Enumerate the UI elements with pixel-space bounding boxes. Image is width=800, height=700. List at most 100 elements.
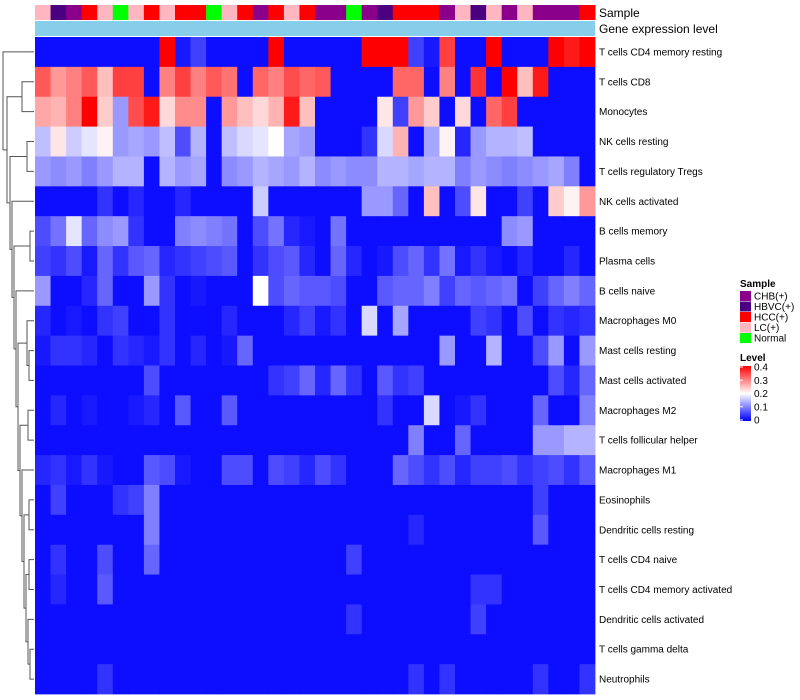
heatmap-cell bbox=[423, 305, 440, 337]
heatmap-cell bbox=[299, 186, 316, 217]
heatmap-cell bbox=[97, 246, 114, 277]
legend-level-title: Level bbox=[740, 353, 766, 364]
heatmap-cell bbox=[408, 37, 425, 68]
heatmap-cell bbox=[392, 246, 409, 277]
heatmap-cell bbox=[408, 186, 425, 217]
heatmap-cell bbox=[579, 365, 596, 396]
heatmap-cell bbox=[283, 186, 300, 217]
row-label: T cells follicular helper bbox=[599, 436, 698, 447]
heatmap-cell bbox=[81, 156, 98, 187]
heatmap-cell bbox=[237, 156, 254, 187]
heatmap-cell bbox=[143, 96, 160, 127]
heatmap-cell bbox=[81, 66, 98, 98]
heatmap-cell bbox=[455, 544, 471, 575]
heatmap-cell bbox=[35, 544, 51, 575]
heatmap-cell bbox=[237, 275, 254, 307]
heatmap-cell bbox=[35, 425, 51, 456]
heatmap-cell bbox=[221, 66, 238, 98]
heatmap-cell bbox=[50, 246, 67, 277]
heatmap-cell bbox=[252, 305, 269, 337]
heatmap-cell bbox=[532, 604, 549, 635]
heatmap-cell bbox=[221, 544, 238, 575]
heatmap-cell bbox=[532, 514, 549, 546]
heatmap-cell bbox=[501, 574, 518, 605]
heatmap-cell bbox=[299, 425, 316, 456]
sample-annotation-cell bbox=[283, 5, 300, 20]
heatmap-cell bbox=[112, 455, 129, 486]
heatmap-cell bbox=[548, 425, 565, 456]
heatmap-cell bbox=[392, 126, 409, 157]
heatmap-cell bbox=[66, 365, 83, 396]
heatmap-cell bbox=[423, 365, 440, 396]
heatmap-cell bbox=[190, 126, 207, 157]
heatmap-cell bbox=[439, 156, 456, 187]
heatmap-cell bbox=[532, 216, 549, 247]
heatmap-cell bbox=[143, 574, 160, 605]
heatmap-cell bbox=[221, 484, 238, 516]
legend-level-tick-label: 0.3 bbox=[754, 376, 768, 387]
heatmap-cell bbox=[377, 395, 394, 426]
heatmap-cell bbox=[237, 66, 254, 98]
heatmap-cell bbox=[206, 395, 223, 426]
heatmap-cell bbox=[486, 455, 503, 486]
heatmap-cell bbox=[517, 37, 534, 68]
heatmap-cell bbox=[190, 455, 207, 486]
heatmap-cell bbox=[190, 425, 207, 456]
heatmap-cell bbox=[361, 96, 378, 127]
heatmap-cell bbox=[361, 275, 378, 307]
heatmap-cell bbox=[579, 634, 596, 665]
heatmap-cell bbox=[361, 365, 378, 396]
heatmap-cell bbox=[128, 305, 145, 337]
dendrogram-branch bbox=[28, 499, 34, 531]
heatmap-cell bbox=[50, 216, 67, 247]
heatmap-cell bbox=[361, 246, 378, 277]
heatmap-cell bbox=[283, 514, 300, 546]
dendrogram-branch bbox=[27, 409, 34, 441]
heatmap-cell bbox=[330, 186, 347, 217]
heatmap-cell bbox=[392, 37, 409, 68]
heatmap-cell bbox=[283, 37, 300, 68]
heatmap-cell bbox=[66, 246, 83, 277]
dendrogram-branch bbox=[9, 155, 27, 250]
heatmap-cell bbox=[206, 305, 223, 337]
heatmap-cell bbox=[268, 514, 285, 546]
heatmap-cell bbox=[392, 484, 409, 516]
heatmap-cell bbox=[455, 66, 471, 98]
heatmap-cell bbox=[112, 96, 129, 127]
heatmap-cell bbox=[408, 544, 425, 575]
legend-level-scale: 0.4 0.3 0.2 0.1 0 bbox=[740, 363, 768, 427]
heatmap-cell bbox=[50, 275, 67, 307]
heatmap-cell bbox=[455, 484, 471, 516]
heatmap-cell bbox=[439, 305, 456, 337]
heatmap-cell bbox=[221, 664, 238, 695]
heatmap-cell bbox=[112, 37, 129, 68]
heatmap-cell bbox=[159, 574, 176, 605]
heatmap-cell bbox=[237, 514, 254, 546]
heatmap-cell bbox=[579, 335, 596, 366]
dendrogram-branch bbox=[28, 559, 34, 590]
heatmap-cell bbox=[252, 634, 269, 665]
heatmap-cell bbox=[97, 664, 114, 695]
heatmap-cell bbox=[175, 365, 191, 396]
heatmap-cell bbox=[112, 335, 129, 366]
heatmap-cell bbox=[283, 544, 300, 575]
heatmap-cell bbox=[66, 574, 83, 605]
heatmap-cell bbox=[66, 126, 83, 157]
heatmap-cell bbox=[66, 484, 83, 516]
heatmap-cell bbox=[283, 335, 300, 366]
heatmap-cell bbox=[330, 604, 347, 635]
heatmap-cell bbox=[35, 634, 51, 665]
heatmap-cell bbox=[97, 544, 114, 575]
heatmap-cell bbox=[423, 604, 440, 635]
heatmap-cell bbox=[190, 574, 207, 605]
heatmap-cell bbox=[97, 275, 114, 307]
heatmap-cell bbox=[268, 96, 285, 127]
heatmap-cell bbox=[563, 664, 580, 695]
heatmap-cell bbox=[455, 246, 471, 277]
heatmap-cell bbox=[175, 156, 191, 187]
heatmap-cell bbox=[532, 126, 549, 157]
heatmap-cell bbox=[299, 275, 316, 307]
heatmap-cell bbox=[423, 455, 440, 486]
dendrogram-branch bbox=[2, 51, 34, 151]
heatmap-cell bbox=[486, 305, 503, 337]
